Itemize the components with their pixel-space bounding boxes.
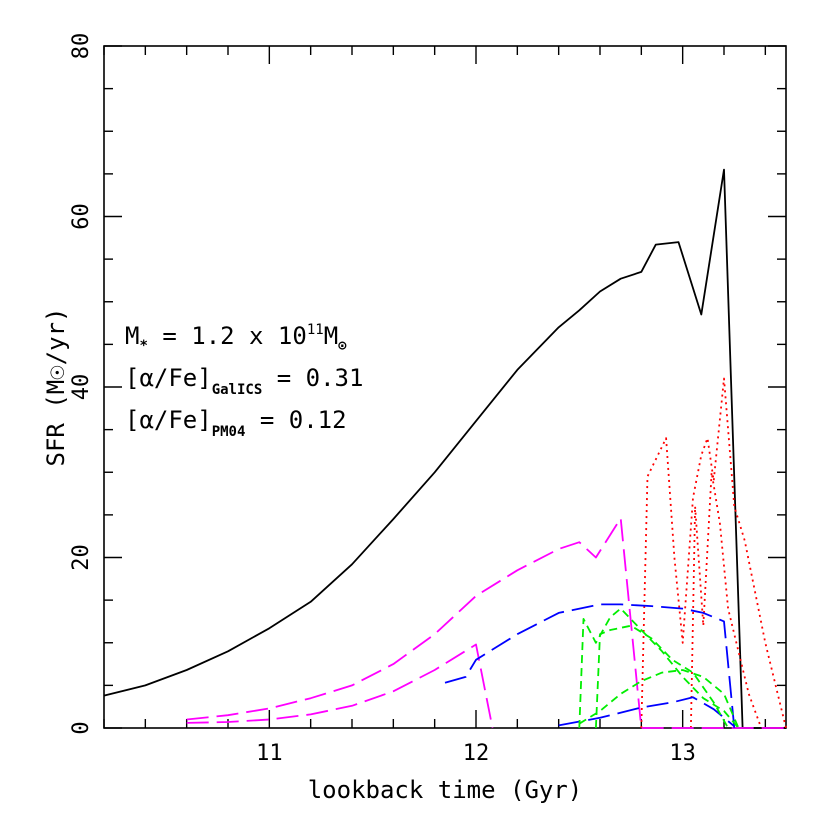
y-tick-label: 60 (69, 203, 94, 230)
series-line-8 (578, 607, 740, 729)
y-tick-label: 20 (69, 544, 94, 571)
alpha-fe-pm04-annotation: [α/Fe]PM04 = 0.12 (125, 406, 347, 440)
series-line-4 (186, 517, 786, 729)
y-tick-label: 80 (69, 33, 94, 60)
series-line-7 (558, 696, 735, 727)
series-line-10 (578, 669, 740, 729)
y-axis-title: SFR (M☉/yr) (42, 308, 70, 467)
stellar-mass-annotation: M* = 1.2 x 1011M⊙ (125, 322, 347, 354)
series-line-6 (444, 603, 736, 729)
y-tick-label: 40 (69, 374, 94, 401)
y-tick-label: 0 (69, 721, 94, 734)
x-tick-label: 12 (463, 741, 490, 766)
alpha-fe-galics-annotation: [α/Fe]GalICS = 0.31 (125, 364, 363, 398)
x-tick-label: 11 (256, 741, 283, 766)
axis-ticks (103, 45, 786, 729)
series-layer (103, 168, 787, 729)
series-line-3 (690, 471, 763, 729)
series-line-1 (103, 168, 786, 729)
series-line-5 (186, 643, 494, 729)
tick-labels: 11 12 13 0 20 40 60 80 (69, 33, 696, 766)
x-tick-label: 13 (669, 741, 696, 766)
series-line-2 (640, 377, 787, 729)
series-line-9 (595, 624, 729, 729)
x-axis-title: lookback time (Gyr) (308, 776, 583, 804)
